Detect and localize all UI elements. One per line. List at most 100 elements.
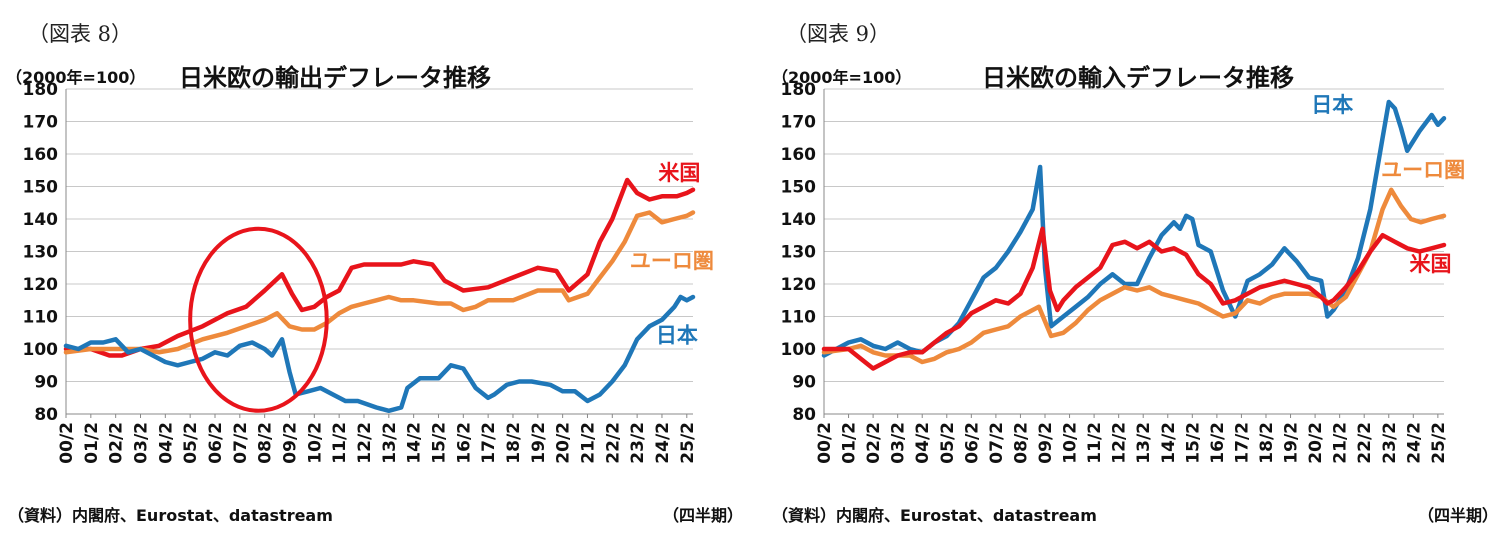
x-tick-label: 13/2 — [1134, 422, 1154, 464]
x-tick-label: 07/2 — [987, 422, 1007, 464]
period-label: （四半期） — [1418, 506, 1497, 525]
y-tick-label: 130 — [781, 243, 817, 263]
series-label-japan: 日本 — [656, 324, 698, 348]
x-tick-label: 05/2 — [181, 422, 201, 464]
x-tick-label: 14/2 — [1159, 422, 1179, 464]
x-tick-label: 24/2 — [653, 422, 673, 464]
x-tick-label: 25/2 — [1429, 422, 1449, 464]
source-note: （資料）内閣府、Eurostat、datastream — [8, 506, 333, 525]
x-tick-label: 06/2 — [962, 422, 982, 464]
y-tick-label: 100 — [781, 340, 817, 360]
x-tick-label: 14/2 — [405, 422, 425, 464]
x-tick-label: 20/2 — [1306, 422, 1326, 464]
x-tick-label: 02/2 — [864, 422, 884, 464]
x-tick-label: 12/2 — [355, 422, 375, 464]
series-line-us — [821, 226, 1447, 371]
source-note: （資料）内閣府、Eurostat、datastream — [772, 506, 1097, 525]
x-tick-label: 21/2 — [578, 422, 598, 464]
x-tick-label: 11/2 — [330, 422, 350, 464]
x-tick-label: 17/2 — [479, 422, 499, 464]
x-tick-label: 17/2 — [1232, 422, 1252, 464]
x-tick-label: 04/2 — [156, 422, 176, 464]
x-tick-label: 24/2 — [1404, 422, 1424, 464]
highlight-circle — [188, 226, 329, 413]
x-tick-label: 05/2 — [938, 422, 958, 464]
y-tick-label: 90 — [792, 373, 816, 393]
figure-label: （図表 8） — [28, 22, 133, 46]
y-tick-label: 80 — [792, 405, 816, 425]
series-line-japan — [821, 99, 1447, 358]
x-tick-label: 03/2 — [131, 422, 151, 464]
x-tick-label: 06/2 — [206, 422, 226, 464]
y-tick-label: 150 — [23, 178, 59, 198]
x-tick-label: 19/2 — [1282, 422, 1302, 464]
x-tick-label: 22/2 — [1355, 422, 1375, 464]
unit-label: （2000年=100） — [772, 68, 912, 87]
x-tick-label: 15/2 — [1183, 422, 1203, 464]
series-label-euro: ユーロ圏 — [1381, 158, 1465, 182]
y-tick-label: 170 — [781, 113, 817, 133]
x-tick-label: 16/2 — [1208, 422, 1228, 464]
x-tick-label: 07/2 — [231, 422, 251, 464]
chart-panel-import: （図表 9） （2000年=100） 日米欧の輸入デフレータ推移 80 90 100… — [758, 0, 1497, 553]
x-tick-label: 00/2 — [57, 422, 77, 464]
y-tick-label: 120 — [23, 275, 59, 295]
unit-label: （2000年=100） — [6, 68, 146, 87]
y-tick-label: 140 — [23, 210, 59, 230]
x-tick-label: 09/2 — [1036, 422, 1056, 464]
x-tick-label: 12/2 — [1110, 422, 1130, 464]
x-tick-label: 25/2 — [678, 422, 698, 464]
x-tick-label: 22/2 — [603, 422, 623, 464]
x-tick-label: 11/2 — [1085, 422, 1105, 464]
x-tick-label: 03/2 — [889, 422, 909, 464]
period-label: （四半期） — [663, 506, 744, 525]
x-tick-label: 09/2 — [280, 422, 300, 464]
x-tick-label: 08/2 — [256, 422, 276, 464]
x-tick-label: 18/2 — [1257, 422, 1277, 464]
x-tick-label: 00/2 — [815, 422, 835, 464]
x-tick-label: 13/2 — [380, 422, 400, 464]
y-tick-label: 180 — [781, 80, 817, 100]
series-line-euro — [821, 187, 1447, 365]
series-label-euro: ユーロ圏 — [630, 249, 714, 273]
x-tick-label: 20/2 — [554, 422, 574, 464]
series-label-us: 米国 — [1409, 252, 1451, 276]
x-tick-label: 23/2 — [1380, 422, 1400, 464]
y-tick-label: 80 — [34, 405, 58, 425]
x-tick-label: 01/2 — [840, 422, 860, 464]
y-tick-label: 130 — [23, 243, 59, 263]
x-tick-label: 19/2 — [529, 422, 549, 464]
y-tick-label: 110 — [23, 308, 59, 328]
x-tick-label: 18/2 — [504, 422, 524, 464]
x-tick-label: 02/2 — [107, 422, 127, 464]
y-tick-label: 170 — [23, 113, 59, 133]
y-tick-label: 180 — [23, 80, 59, 100]
series-line-japan — [63, 294, 696, 414]
series-line-us — [63, 177, 696, 358]
chart-title: 日米欧の輸出デフレータ推移 — [179, 64, 491, 92]
x-tick-label: 16/2 — [454, 422, 474, 464]
y-tick-label: 90 — [34, 373, 58, 393]
x-tick-label: 04/2 — [913, 422, 933, 464]
y-tick-label: 140 — [781, 210, 817, 230]
x-tick-label: 01/2 — [82, 422, 102, 464]
figure-label: （図表 9） — [786, 22, 891, 46]
series-label-japan: 日本 — [1311, 93, 1353, 117]
series-label-us: 米国 — [658, 161, 700, 185]
y-tick-label: 150 — [781, 178, 817, 198]
y-tick-label: 110 — [781, 308, 817, 328]
x-tick-label: 10/2 — [1061, 422, 1081, 464]
series-line-euro — [63, 210, 696, 355]
y-tick-label: 160 — [781, 145, 817, 165]
x-tick-label: 15/2 — [429, 422, 449, 464]
x-tick-label: 10/2 — [305, 422, 325, 464]
y-tick-label: 100 — [23, 340, 59, 360]
x-tick-label: 08/2 — [1011, 422, 1031, 464]
y-tick-label: 120 — [781, 275, 817, 295]
chart-panel-export: （図表 8） （2000年=100） 日米欧の輸出デフレータ推移 80 90 100… — [0, 0, 748, 553]
x-tick-label: 23/2 — [628, 422, 648, 464]
y-tick-label: 160 — [23, 145, 59, 165]
chart-title: 日米欧の輸入デフレータ推移 — [982, 64, 1294, 92]
